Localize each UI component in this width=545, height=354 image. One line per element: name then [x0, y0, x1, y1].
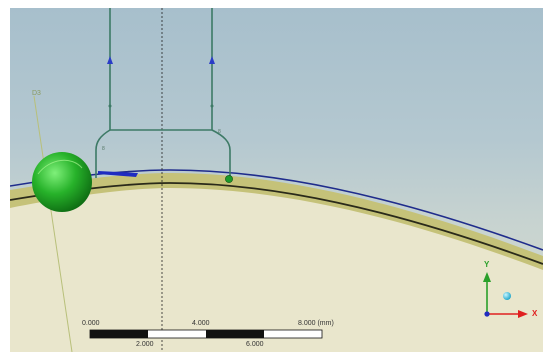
selection-sphere[interactable]	[32, 152, 92, 212]
sketch-profile[interactable]	[95, 8, 231, 178]
direction-arrow[interactable]	[98, 171, 138, 177]
scale-label-8: 8.000 (mm)	[298, 320, 334, 327]
sketch-point[interactable]	[210, 104, 214, 108]
triad-y-label: Y	[484, 260, 490, 269]
scale-label-6: 6.000	[246, 341, 264, 348]
scale-bar	[89, 329, 323, 339]
curve-vertex-point[interactable]	[225, 175, 233, 183]
sketch-dim-right: 8	[218, 129, 221, 135]
model-scene[interactable]: 8 8	[10, 8, 543, 352]
coordinate-triad[interactable]	[483, 272, 528, 318]
scale-label-4: 4.000	[192, 320, 210, 327]
plane-label: D3	[32, 90, 41, 97]
scale-label-0: 0.000	[82, 320, 100, 327]
sketch-arrow-right	[209, 56, 215, 64]
graphics-viewport[interactable]: 8 8 D3 0.000 4.000 8.000 (mm) 2.000 6.00…	[10, 8, 543, 352]
sketch-dim-left: 8	[102, 146, 105, 152]
sketch-arrow-left	[107, 56, 113, 64]
triad-x-label: X	[532, 309, 538, 318]
scale-label-2: 2.000	[136, 341, 154, 348]
sketch-point[interactable]	[108, 104, 112, 108]
sphere-highlight	[37, 159, 83, 175]
construction-plane-line[interactable]	[33, 95, 73, 352]
